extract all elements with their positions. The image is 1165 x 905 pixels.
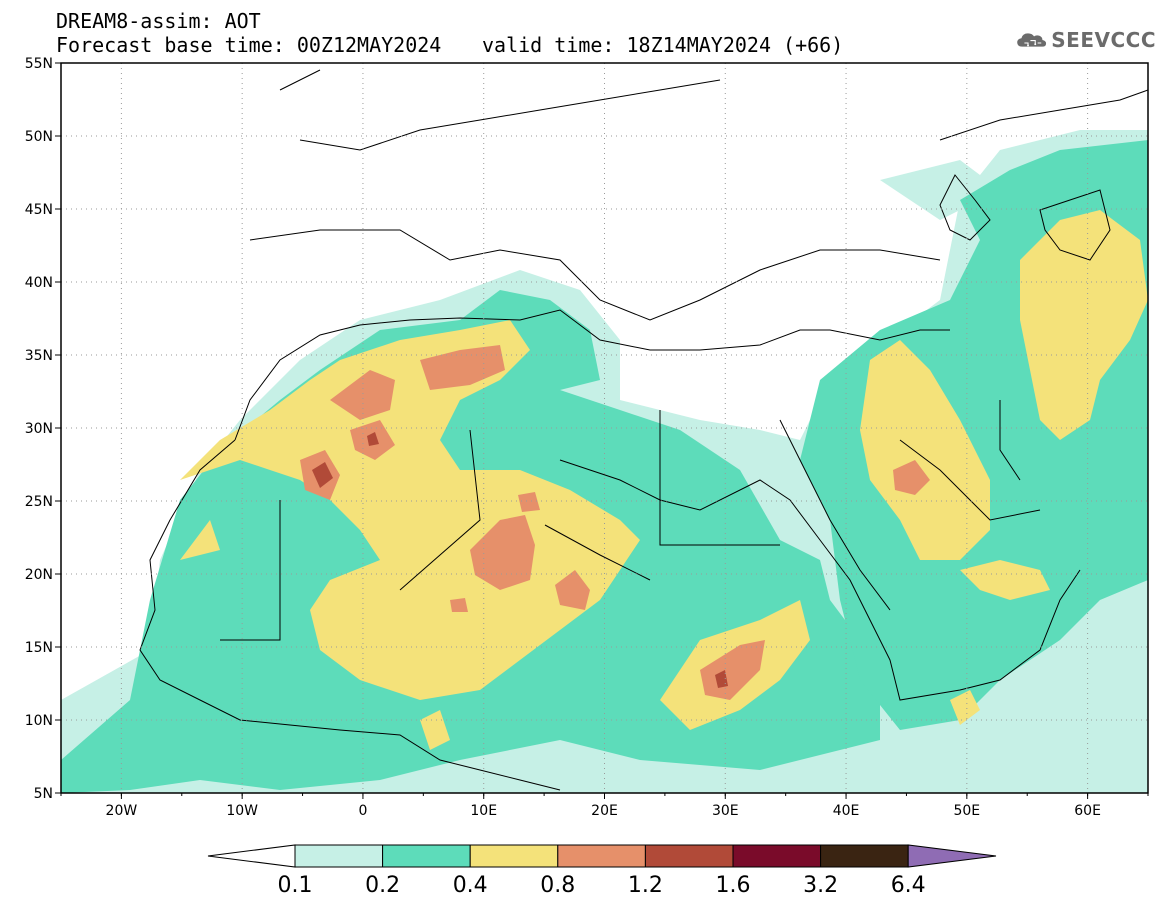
seevccc-logo: SEEVCCC bbox=[1016, 24, 1156, 56]
legend-threshold-label: 0.8 bbox=[540, 873, 575, 898]
lat-label: 10N bbox=[25, 713, 53, 729]
lat-label: 20N bbox=[25, 567, 53, 583]
legend-threshold-label: 6.4 bbox=[891, 873, 926, 898]
valid-time: valid time: 18Z14MAY2024 (+66) bbox=[482, 33, 844, 57]
legend-swatch bbox=[469, 844, 559, 868]
lat-label: 35N bbox=[25, 348, 53, 364]
coastlines bbox=[139, 69, 1148, 791]
lat-label: 5N bbox=[34, 786, 53, 802]
map-title: DREAM8-assim: AOT bbox=[56, 9, 261, 33]
map-frame bbox=[60, 62, 1149, 794]
color-legend: 0.1 0.2 0.4 0.8 1.2 1.6 3.2 6.4 bbox=[207, 844, 997, 898]
legend-swatch bbox=[382, 844, 471, 868]
legend-threshold-label: 0.1 bbox=[278, 873, 313, 898]
lat-label: 15N bbox=[25, 640, 53, 656]
lat-lon-grid bbox=[61, 63, 1148, 793]
legend-threshold-label: 0.4 bbox=[453, 873, 488, 898]
lon-label: 40E bbox=[833, 803, 860, 819]
lon-label: 20W bbox=[106, 803, 138, 819]
legend-over-arrow bbox=[907, 844, 997, 868]
lon-label: 0 bbox=[358, 803, 367, 819]
lat-label: 40N bbox=[25, 275, 53, 291]
legend-swatch bbox=[644, 844, 734, 868]
lat-label: 50N bbox=[25, 129, 53, 145]
legend-swatch bbox=[557, 844, 646, 868]
legend-under-arrow bbox=[207, 844, 296, 868]
forecast-base-time: Forecast base time: 00Z12MAY2024 bbox=[56, 33, 442, 57]
lon-label: 30E bbox=[712, 803, 739, 819]
lat-label: 25N bbox=[25, 494, 53, 510]
legend-threshold-label: 1.2 bbox=[628, 873, 663, 898]
lat-label: 55N bbox=[25, 56, 53, 72]
logo-text: SEEVCCC bbox=[1051, 28, 1156, 52]
lon-label: 10E bbox=[470, 803, 497, 819]
legend-threshold-label: 3.2 bbox=[803, 873, 838, 898]
lon-label: 20E bbox=[591, 803, 618, 819]
lat-label: 45N bbox=[25, 202, 53, 218]
aot-field bbox=[61, 130, 1148, 793]
lon-label: 60E bbox=[1074, 803, 1101, 819]
legend-threshold-label: 1.6 bbox=[716, 873, 751, 898]
cloud-logo-icon bbox=[1017, 33, 1047, 47]
legend-swatch bbox=[732, 844, 822, 868]
lon-label: 50E bbox=[953, 803, 980, 819]
lat-label: 30N bbox=[25, 421, 53, 437]
legend-swatch bbox=[820, 844, 909, 868]
legend-threshold-label: 0.2 bbox=[365, 873, 400, 898]
legend-swatch bbox=[294, 844, 384, 868]
lon-label: 10W bbox=[226, 803, 258, 819]
map-axes: 55N 50N 45N 40N 35N 30N 25N 20N 15N 10N 5N 20W 10W 0 1… bbox=[25, 56, 1149, 819]
